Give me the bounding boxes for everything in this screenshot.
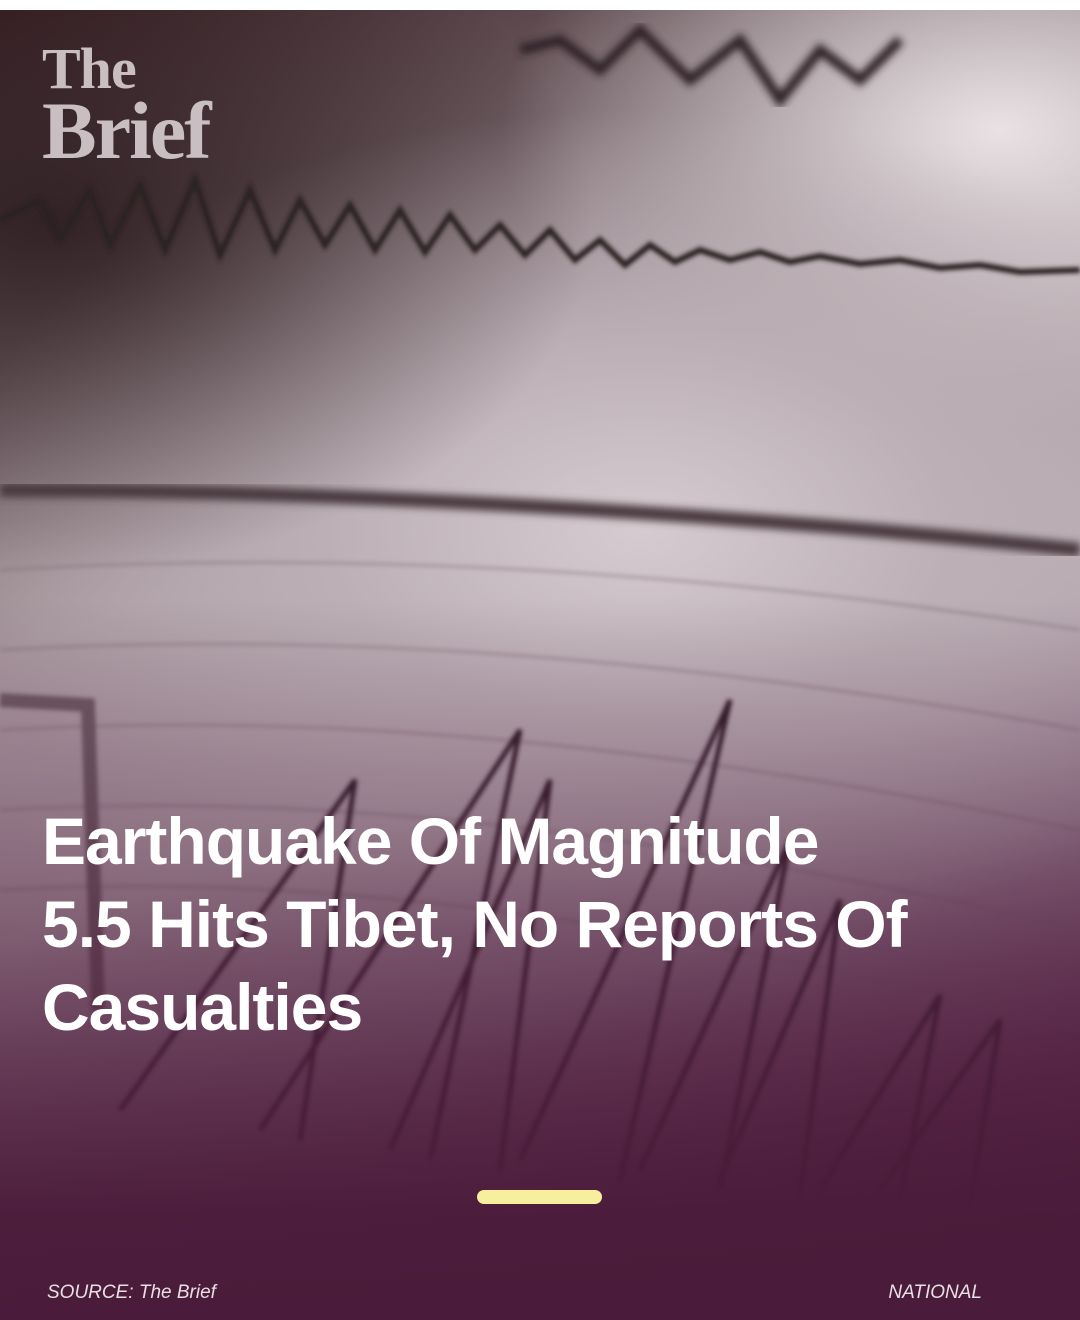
category-label: NATIONAL xyxy=(888,1282,982,1303)
headline-line: Casualties xyxy=(42,970,363,1044)
story-headline: Earthquake Of Magnitude 5.5 Hits Tibet, … xyxy=(42,800,1002,1049)
headline-line: Earthquake Of Magnitude xyxy=(42,804,819,878)
bottom-gradient-overlay xyxy=(0,10,1080,1320)
brand-logo: The Brief xyxy=(42,36,212,176)
logo-text-brief: Brief xyxy=(42,85,212,176)
story-progress-indicator xyxy=(477,1190,602,1204)
headline-line: 5.5 Hits Tibet, No Reports Of xyxy=(42,887,908,961)
logo-text-the: The xyxy=(42,36,137,101)
top-strip xyxy=(0,0,1080,10)
source-credit: SOURCE: The Brief xyxy=(47,1282,216,1303)
